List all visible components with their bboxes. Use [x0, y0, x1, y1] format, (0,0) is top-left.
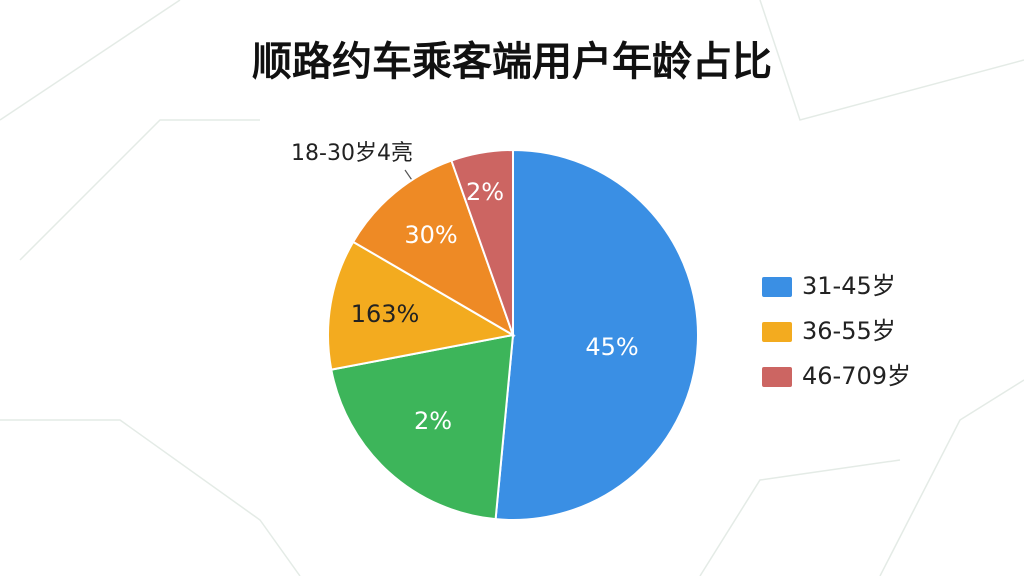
slice-label: 2%: [466, 178, 504, 206]
legend-label: 31-45岁: [802, 272, 896, 300]
legend-label: 46-709岁: [802, 362, 911, 390]
bg-line: [0, 0, 181, 121]
bg-line: [699, 459, 901, 576]
slice-label: 30%: [404, 221, 457, 249]
pie-slice: [450, 148, 514, 336]
legend-swatch: [762, 277, 792, 297]
bg-line: [759, 0, 1024, 121]
bg-line: [19, 119, 260, 261]
chart-title: 顺路约车乘客端用户年龄占比: [252, 39, 772, 85]
bg-line: [879, 379, 1024, 576]
callout-label: 18-30岁4亮: [291, 141, 413, 166]
bg-line: [0, 419, 301, 576]
legend-swatch: [762, 322, 792, 342]
pie-slice: [351, 159, 515, 338]
slice-label: 163%: [351, 300, 420, 328]
legend-swatch: [762, 367, 792, 387]
legend-label: 36-55岁: [802, 317, 896, 345]
slice-label: 45%: [585, 333, 638, 361]
pie-slice: [494, 148, 699, 521]
slice-label: 2%: [414, 407, 452, 435]
pie-slice: [330, 333, 515, 521]
pie-slice: [327, 240, 516, 371]
